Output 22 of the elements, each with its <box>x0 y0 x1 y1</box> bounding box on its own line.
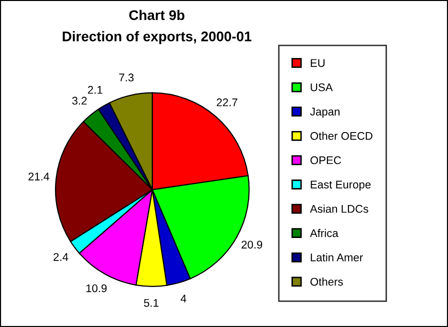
data-label: 5.1 <box>144 299 158 307</box>
legend-label: Japan <box>310 108 340 118</box>
legend-label: OPEC <box>310 156 342 164</box>
legend-label: Asian LDCs <box>310 204 368 213</box>
chart-subtitle: Direction of exports, 2000-01 <box>62 31 252 44</box>
legend-label: Other OECD <box>310 132 372 140</box>
data-label: 3.2 <box>72 96 87 105</box>
legend-label: Others <box>310 278 343 286</box>
legend-label: Latin Amer <box>310 253 363 262</box>
data-label: 7.3 <box>119 74 134 82</box>
data-label: 2.1 <box>88 86 102 94</box>
chart-title: Chart 9b <box>129 10 184 20</box>
legend-label: USA <box>310 83 333 92</box>
data-label: 2.4 <box>54 253 68 261</box>
data-label: 21.4 <box>28 172 50 180</box>
legend-label: EU <box>310 59 325 67</box>
data-label: 4 <box>180 294 186 302</box>
legend-label: Africa <box>310 228 338 238</box>
legend-label: East Europe <box>310 180 371 191</box>
data-label: 10.9 <box>86 284 107 292</box>
data-label: 20.9 <box>242 240 262 249</box>
data-label: 22.7 <box>216 98 238 106</box>
